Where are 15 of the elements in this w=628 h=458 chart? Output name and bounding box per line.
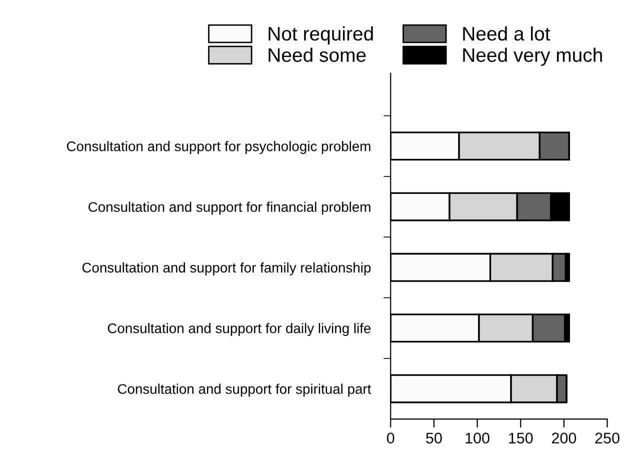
x-tick-label: 50	[426, 432, 442, 444]
x-tick-label: 100	[466, 432, 490, 444]
x-tick-label: 250	[595, 432, 620, 444]
y-tick-label: Consultation and support for spiritual part	[118, 384, 372, 397]
legend-label: Need some	[268, 48, 366, 62]
legend-label: Need a lot	[463, 26, 550, 41]
x-tick-label: 0	[386, 432, 394, 444]
legend-label: Need very much	[463, 48, 602, 66]
x-tick-label: 200	[552, 432, 576, 444]
x-tick-label: 150	[509, 432, 533, 444]
legend-label: Not required	[268, 26, 373, 44]
y-tick-label: Consultation and support for psychologic problem	[66, 141, 370, 154]
y-tick-label: Consultation and support for family relationship	[82, 262, 371, 276]
y-tick-label: Consultation and support for daily living life	[108, 323, 371, 336]
y-tick-label: Consultation and support for financial problem	[88, 202, 370, 215]
